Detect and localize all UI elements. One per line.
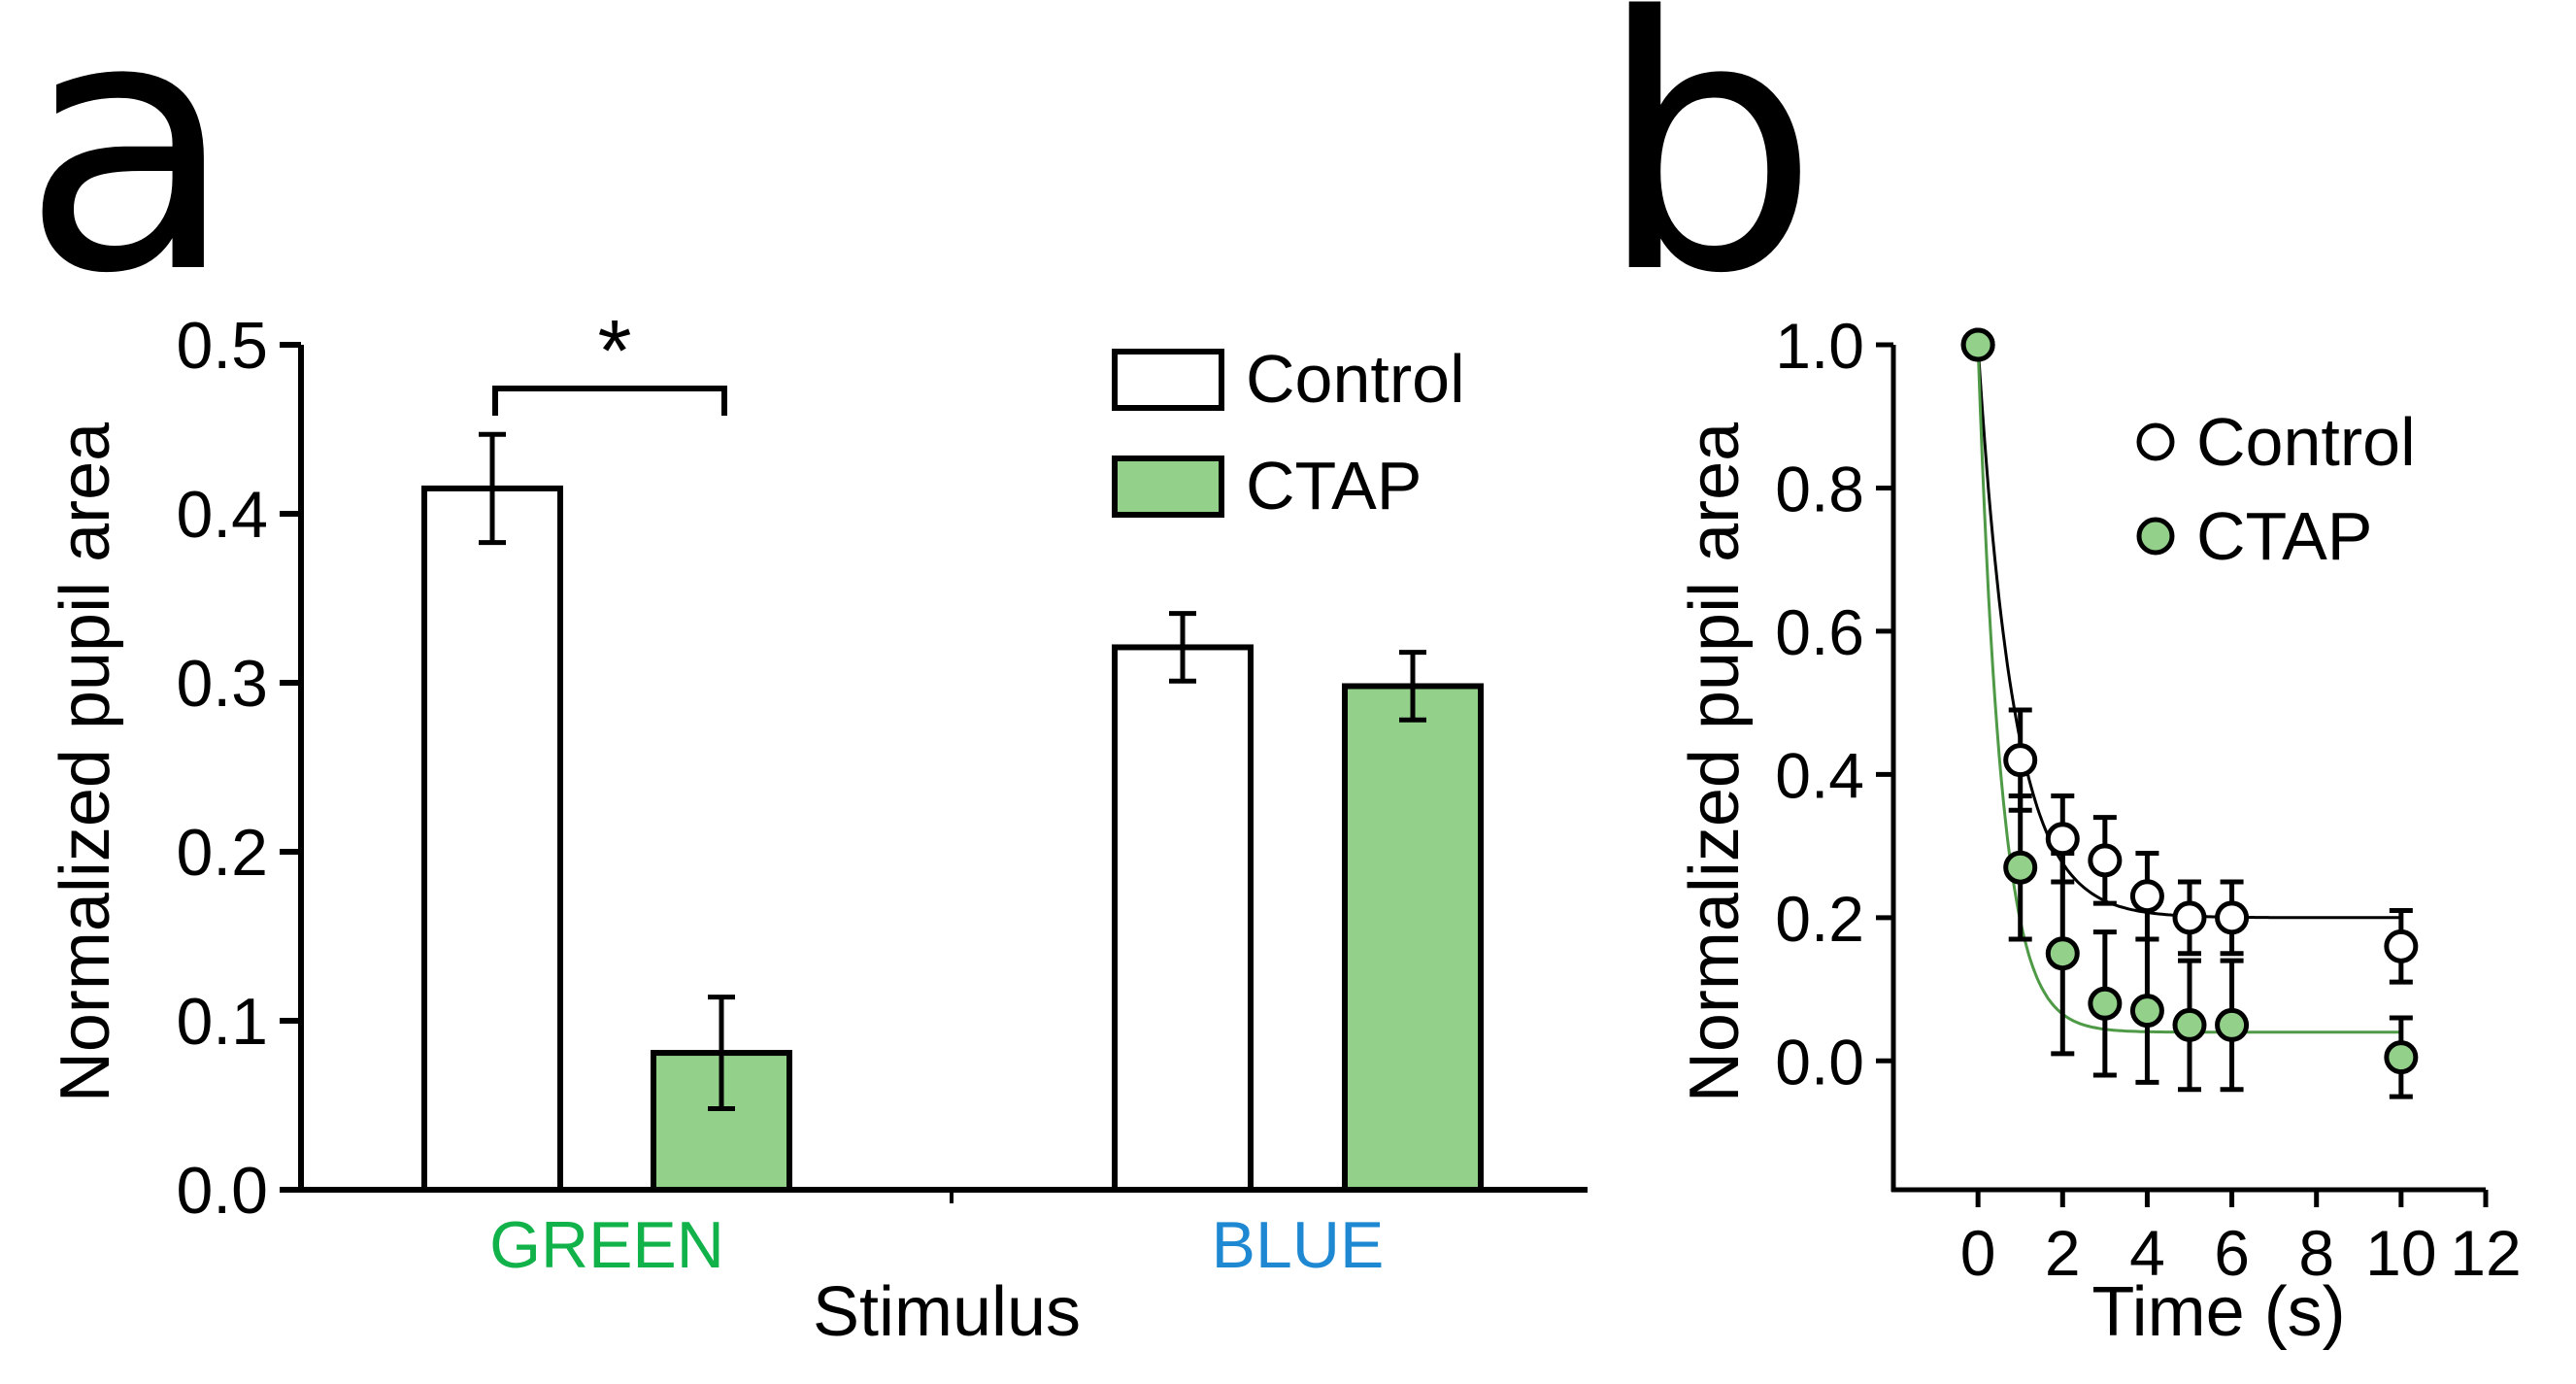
bar	[421, 485, 563, 1193]
x-tick-label: 4	[2129, 1217, 2165, 1289]
data-point	[2045, 936, 2080, 971]
data-point	[2045, 822, 2080, 857]
data-point	[2003, 743, 2038, 778]
panel-a-x-axis-label: Stimulus	[813, 1273, 1081, 1351]
panel-b-points	[1960, 327, 2419, 1099]
legend-label: Control	[1246, 341, 1465, 417]
data-point	[2129, 994, 2164, 1029]
y-tick-label: 0.8	[1775, 453, 1864, 524]
panel-a-legend: Control CTAP	[1112, 341, 1465, 523]
y-tick-label: 0.4	[176, 478, 268, 552]
panel-b-axes: 0.0 0.2 0.4 0.6 0.8 1.0 0 2 4 6 8 10 12	[1775, 310, 2521, 1289]
data-point	[2172, 1007, 2207, 1042]
significance-bracket	[492, 386, 727, 416]
category-label: GREEN	[489, 1208, 724, 1282]
data-point	[2088, 986, 2123, 1021]
y-tick-label: 0.2	[176, 816, 268, 890]
panel-a-axes: 0.0 0.1 0.2 0.3 0.4 0.5 GREEN BLUE	[176, 309, 1588, 1282]
legend-marker	[2136, 517, 2175, 556]
legend-marker	[2136, 422, 2175, 461]
bar-chart-panel-a: 0.0 0.1 0.2 0.3 0.4 0.5 GREEN BLUE * Normalized…	[47, 303, 1588, 1351]
bar	[1112, 644, 1254, 1193]
panel-b-y-axis-label: Normalized pupil area	[1676, 422, 1754, 1102]
y-tick-label: 0.5	[176, 309, 268, 383]
data-point	[1960, 327, 1995, 362]
data-point	[2384, 1040, 2419, 1075]
y-tick-label: 0.0	[176, 1154, 268, 1228]
panel-letter-b: b	[1597, 0, 1820, 350]
legend-label: CTAP	[2196, 498, 2373, 574]
data-point	[2172, 900, 2207, 935]
scatter-chart-panel-b: 0.0 0.2 0.4 0.6 0.8 1.0 0 2 4 6 8 10 12 Normalized p…	[1676, 310, 2522, 1351]
x-tick-label: 8	[2298, 1217, 2334, 1289]
y-tick-label: 0.4	[1775, 739, 1864, 811]
x-tick-label: 12	[2450, 1217, 2521, 1289]
significance-star: *	[597, 303, 631, 400]
legend-label: Control	[2196, 404, 2416, 480]
y-tick-label: 0.2	[1775, 883, 1864, 955]
data-point	[2215, 1007, 2250, 1042]
x-tick-label: 10	[2365, 1217, 2436, 1289]
bar	[1342, 683, 1484, 1193]
y-tick-label: 1.0	[1775, 310, 1864, 382]
x-tick-label: 6	[2214, 1217, 2250, 1289]
data-point	[2088, 843, 2123, 878]
legend-label: CTAP	[1246, 448, 1422, 523]
panel-b-legend: Control CTAP	[2136, 404, 2416, 574]
y-tick-label: 0.3	[176, 647, 268, 721]
data-point	[2129, 879, 2164, 914]
legend-swatch	[1112, 456, 1224, 518]
category-label: BLUE	[1212, 1208, 1385, 1282]
panel-a-y-axis-label: Normalized pupil area	[47, 422, 124, 1102]
data-point	[2384, 928, 2419, 963]
panel-letter-a: a	[21, 0, 236, 350]
x-tick-label: 2	[2045, 1217, 2081, 1289]
y-tick-label: 0.1	[176, 985, 268, 1059]
panel-a-bars: *	[421, 303, 1484, 1194]
x-tick-label: 0	[1960, 1217, 1996, 1289]
data-point	[2003, 850, 2038, 885]
panel-b-x-axis-label: Time (s)	[2091, 1273, 2345, 1351]
legend-swatch	[1112, 349, 1224, 411]
data-point	[2215, 900, 2250, 935]
y-tick-label: 0.0	[1775, 1026, 1864, 1097]
y-tick-label: 0.6	[1775, 596, 1864, 668]
